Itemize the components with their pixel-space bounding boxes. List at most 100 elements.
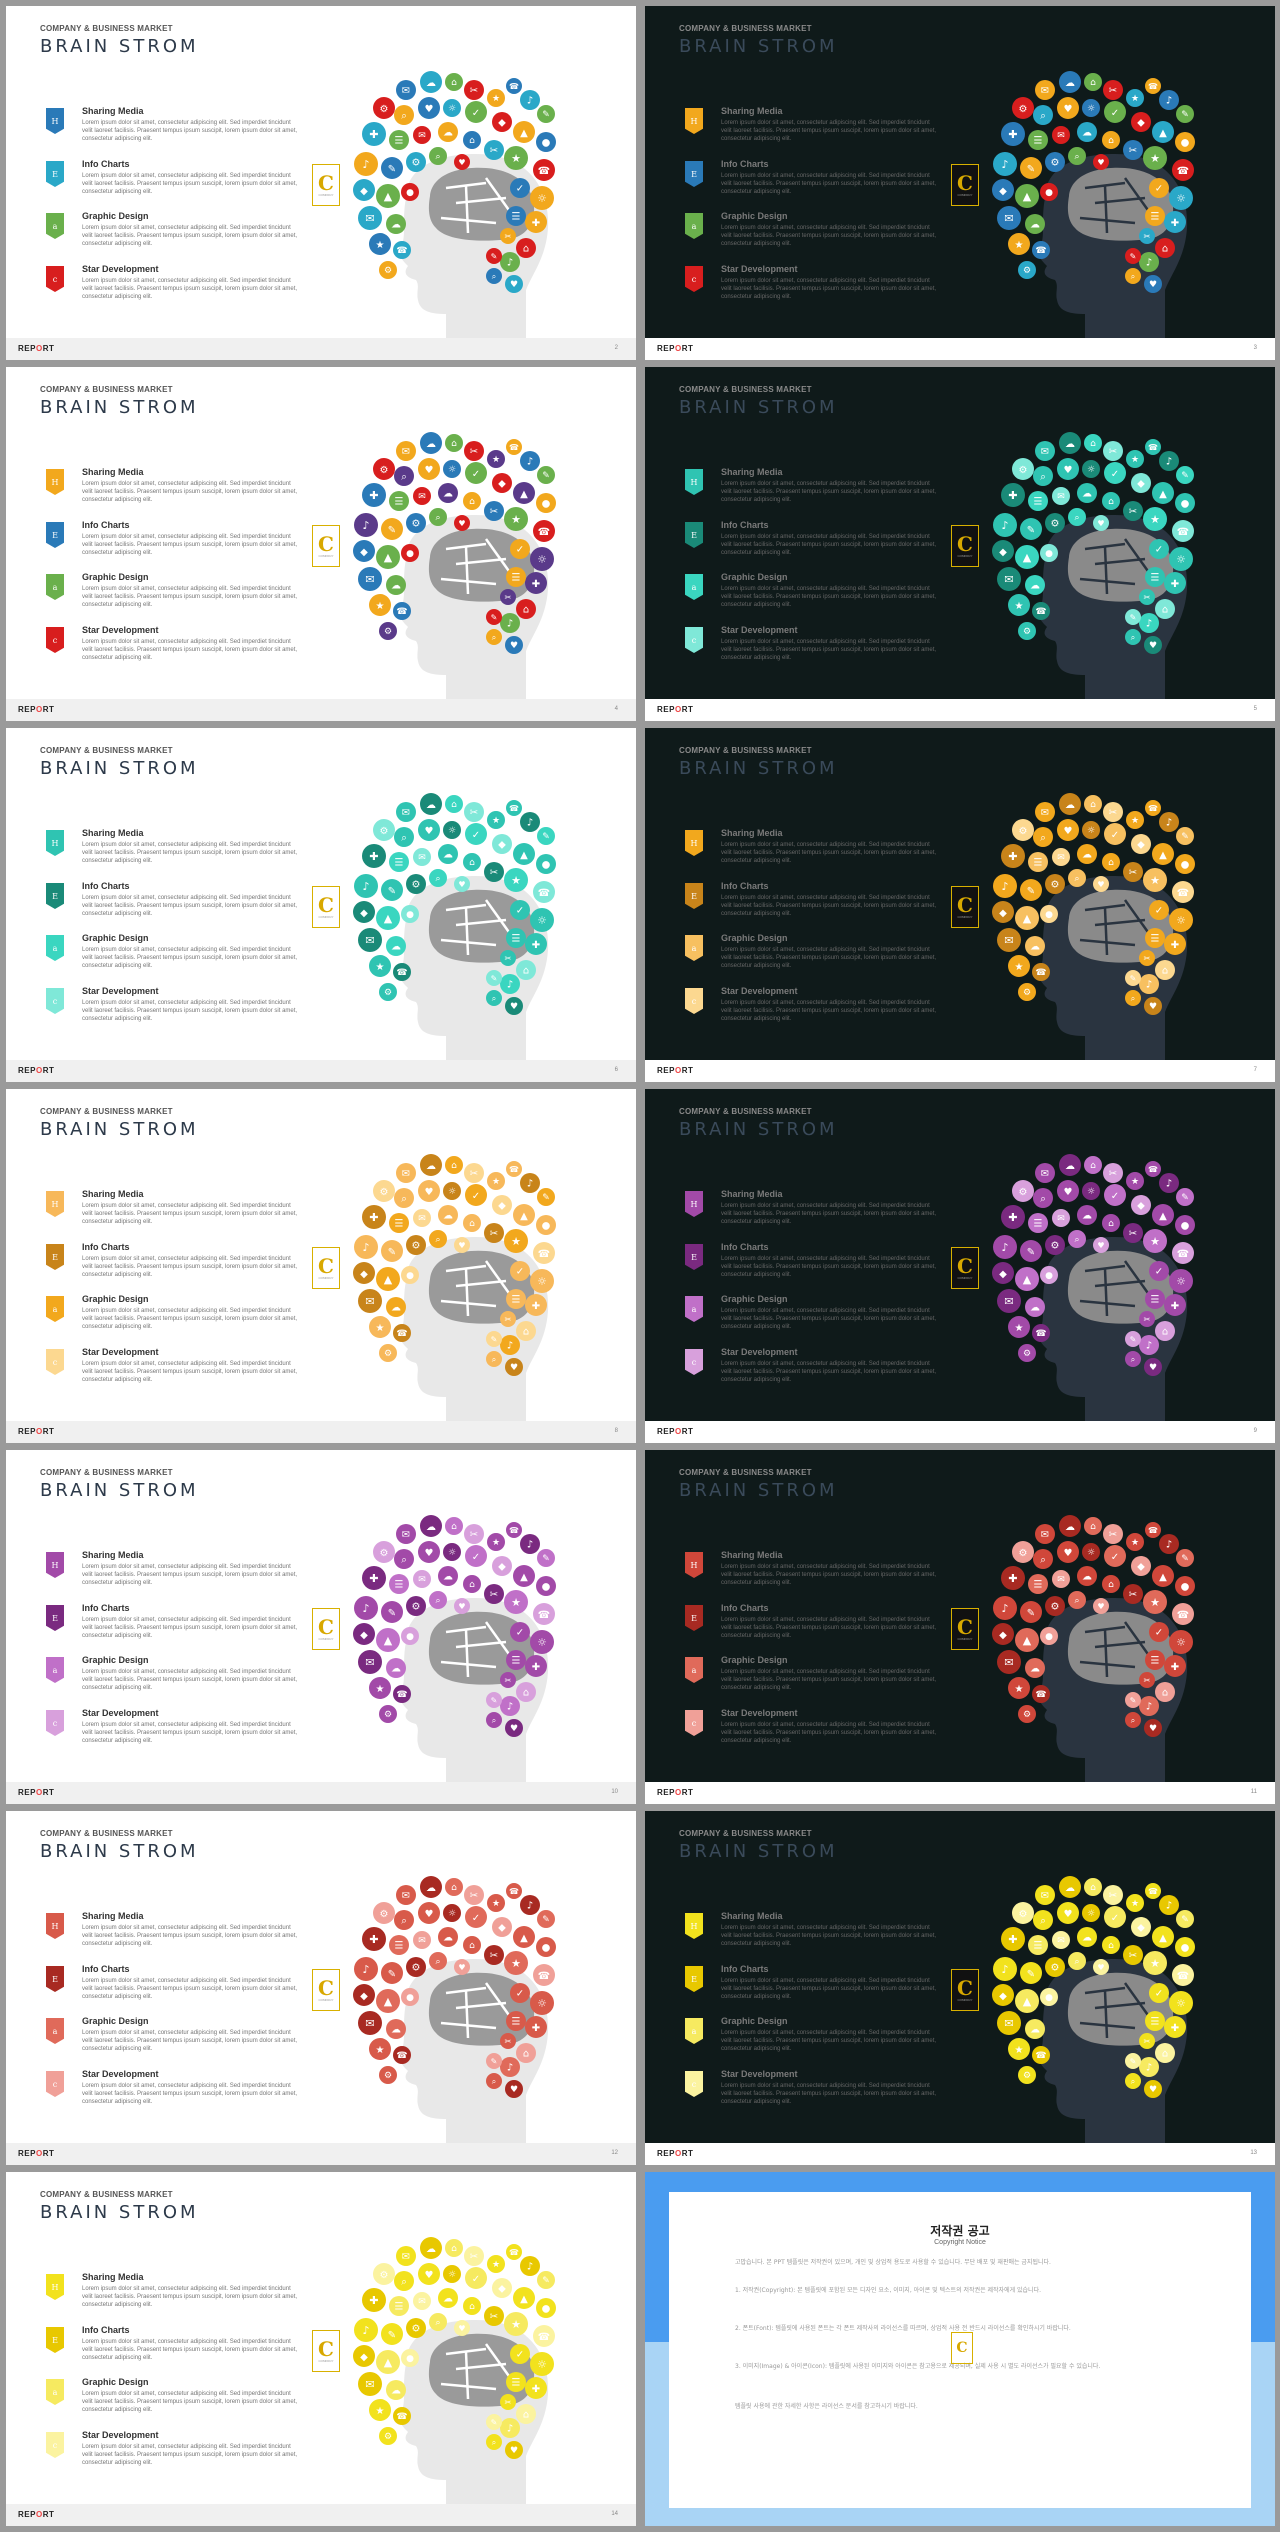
idea-bubble-icon: ⚙ bbox=[379, 2427, 397, 2445]
svg-text:✉: ✉ bbox=[1057, 853, 1065, 863]
svg-text:⚙: ⚙ bbox=[412, 2324, 421, 2335]
idea-bubble-icon: ✎ bbox=[1020, 879, 1042, 901]
item-badge: c bbox=[685, 627, 703, 653]
idea-bubble-icon: ✓ bbox=[465, 101, 487, 123]
idea-bubble-icon: ☎ bbox=[1032, 2046, 1050, 2064]
copyright-title: 저작권 공고 bbox=[930, 2224, 990, 2238]
brainstorm-illustration: ✉☁ ⌂✂★☎♪✎⚙⌕♥ ☼ ✓◆▲●✚ ☰ ✉ ☁⌂✂★☎♪ ✎⚙⌕♥☼✓◆ ▲ ●✚☰✉ ☁⌂✂… bbox=[992, 1876, 1195, 2145]
deck-title: BRAIN STROM bbox=[679, 36, 838, 57]
svg-text:◆: ◆ bbox=[498, 840, 506, 851]
idea-bubble-icon: ✉ bbox=[1035, 802, 1055, 822]
svg-text:✂: ✂ bbox=[1144, 1315, 1151, 1324]
deck-kicker: COMPANY & BUSINESS MARKET bbox=[679, 24, 812, 33]
brain-fold bbox=[1103, 546, 1109, 595]
svg-text:♪: ♪ bbox=[1001, 1241, 1008, 1254]
svg-text:✎: ✎ bbox=[1027, 1247, 1035, 1258]
svg-text:✎: ✎ bbox=[1130, 1335, 1137, 1344]
svg-text:⌕: ⌕ bbox=[492, 1716, 496, 1725]
svg-text:✂: ✂ bbox=[505, 593, 512, 602]
svg-text:☼: ☼ bbox=[1176, 1997, 1186, 2010]
idea-bubble-icon: ⚙ bbox=[1018, 622, 1036, 640]
report-text: REP bbox=[18, 1066, 36, 1075]
deck-kicker: COMPANY & BUSINESS MARKET bbox=[40, 1468, 173, 1477]
idea-bubble-icon: ● bbox=[1175, 1215, 1195, 1235]
svg-text:☰: ☰ bbox=[1034, 1219, 1043, 1230]
idea-bubble-icon: ♥ bbox=[418, 2263, 440, 2285]
report-text: RT bbox=[42, 1066, 55, 1075]
idea-bubble-icon: ⌂ bbox=[516, 238, 536, 258]
svg-text:♪: ♪ bbox=[507, 1341, 513, 1352]
item-body: Lorem ipsum dolor sit amet, consectetur … bbox=[721, 1925, 937, 1947]
svg-text:✉: ✉ bbox=[402, 447, 410, 458]
idea-bubble-icon: ♥ bbox=[454, 876, 470, 892]
brain-fold bbox=[1094, 918, 1146, 927]
idea-bubble-icon: ▲ bbox=[1015, 184, 1039, 208]
svg-text:★: ★ bbox=[1150, 513, 1160, 526]
svg-text:⚙: ⚙ bbox=[384, 1349, 392, 1359]
idea-bubble-icon: ☰ bbox=[1145, 1650, 1165, 1670]
idea-bubble-icon: ⌕ bbox=[486, 990, 502, 1006]
idea-bubble-icon: ♥ bbox=[418, 1180, 440, 1202]
idea-bubble-icon: ⌕ bbox=[394, 827, 414, 847]
svg-text:☼: ☼ bbox=[537, 553, 547, 566]
idea-bubble-icon: ☼ bbox=[530, 186, 554, 210]
svg-text:♪: ♪ bbox=[1001, 1963, 1008, 1976]
idea-bubble-icon: ✚ bbox=[362, 2288, 386, 2312]
slide-footer: REPORT 12 bbox=[6, 2143, 636, 2165]
svg-text:⌕: ⌕ bbox=[492, 2438, 496, 2447]
svg-text:▲: ▲ bbox=[384, 1995, 393, 2008]
svg-text:⌂: ⌂ bbox=[1162, 605, 1168, 616]
item-heading: Info Charts bbox=[82, 1603, 130, 1613]
svg-text:✎: ✎ bbox=[542, 2276, 550, 2286]
item-body: Lorem ipsum dolor sit amet, consectetur … bbox=[82, 1203, 298, 1225]
idea-bubble-icon: ✉ bbox=[1052, 126, 1070, 144]
company-logo: C COMPANY bbox=[951, 164, 979, 206]
idea-bubble-icon: ◆ bbox=[1131, 473, 1151, 493]
company-logo: C bbox=[951, 2332, 973, 2364]
item-heading: Sharing Media bbox=[82, 1550, 144, 1560]
svg-text:☎: ☎ bbox=[1148, 804, 1158, 813]
idea-bubble-icon: ⌂ bbox=[1155, 960, 1175, 980]
item-badge: c bbox=[685, 2071, 703, 2097]
item-badge: a bbox=[46, 935, 64, 961]
idea-bubble-icon: ⚙ bbox=[1018, 1705, 1036, 1723]
idea-bubble-icon: ⌂ bbox=[1155, 1321, 1175, 1341]
svg-text:✓: ✓ bbox=[516, 1267, 524, 1278]
svg-text:✓: ✓ bbox=[472, 469, 480, 480]
logo-letter: C bbox=[957, 1254, 973, 1278]
idea-bubble-icon: ♪ bbox=[500, 1696, 520, 1716]
idea-bubble-icon: ⚙ bbox=[1012, 1541, 1034, 1563]
svg-text:♪: ♪ bbox=[507, 2424, 513, 2435]
idea-bubble-icon: ⚙ bbox=[1018, 2066, 1036, 2084]
svg-text:★: ★ bbox=[511, 1957, 521, 1970]
report-text: REP bbox=[18, 2510, 36, 2519]
svg-text:⚙: ⚙ bbox=[1019, 1909, 1028, 1920]
idea-bubble-icon: ☁ bbox=[1077, 483, 1097, 503]
idea-bubble-icon: ✚ bbox=[525, 1655, 547, 1677]
svg-text:✓: ✓ bbox=[516, 184, 524, 195]
logo-subtext: COMPANY bbox=[318, 193, 334, 197]
svg-text:✎: ✎ bbox=[1181, 1554, 1189, 1564]
svg-text:☼: ☼ bbox=[1176, 553, 1186, 566]
item-heading: Star Development bbox=[721, 264, 798, 274]
brainstorm-illustration: ✉☁ ⌂✂★☎♪✎⚙⌕♥ ☼ ✓◆▲●✚ ☰ ✉ ☁⌂✂★☎♪ ✎⚙⌕♥☼✓◆ ▲ ●✚☰✉ ☁⌂✂… bbox=[992, 71, 1195, 340]
idea-bubble-icon: ✂ bbox=[1103, 441, 1123, 461]
brainstorm-illustration: ✉☁ ⌂✂★☎♪✎⚙⌕♥ ☼ ✓◆▲●✚ ☰ ✉ ☁⌂✂★☎♪ ✎⚙⌕♥☼✓◆ ▲ ●✚☰✉ ☁⌂✂… bbox=[353, 432, 556, 701]
svg-text:✓: ✓ bbox=[1155, 906, 1163, 917]
svg-text:☎: ☎ bbox=[1177, 1610, 1189, 1621]
idea-bubble-icon: ✉ bbox=[997, 206, 1021, 230]
brain-fold bbox=[1123, 538, 1152, 575]
idea-bubble-icon: ⌂ bbox=[445, 2239, 463, 2257]
idea-bubble-icon: ⌂ bbox=[516, 599, 536, 619]
svg-text:☰: ☰ bbox=[1151, 1295, 1160, 1306]
svg-text:●: ● bbox=[406, 188, 414, 198]
svg-text:⌕: ⌕ bbox=[1131, 1355, 1135, 1364]
svg-text:✚: ✚ bbox=[369, 1211, 378, 1224]
svg-text:⌂: ⌂ bbox=[469, 858, 475, 868]
report-text: REP bbox=[657, 2149, 675, 2158]
idea-bubble-icon: ♪ bbox=[1139, 974, 1159, 994]
brain-fold bbox=[1123, 1982, 1152, 2019]
idea-bubble-icon: ☁ bbox=[386, 1658, 406, 1678]
brain-fold bbox=[484, 899, 513, 936]
svg-text:♥: ♥ bbox=[425, 1548, 434, 1559]
